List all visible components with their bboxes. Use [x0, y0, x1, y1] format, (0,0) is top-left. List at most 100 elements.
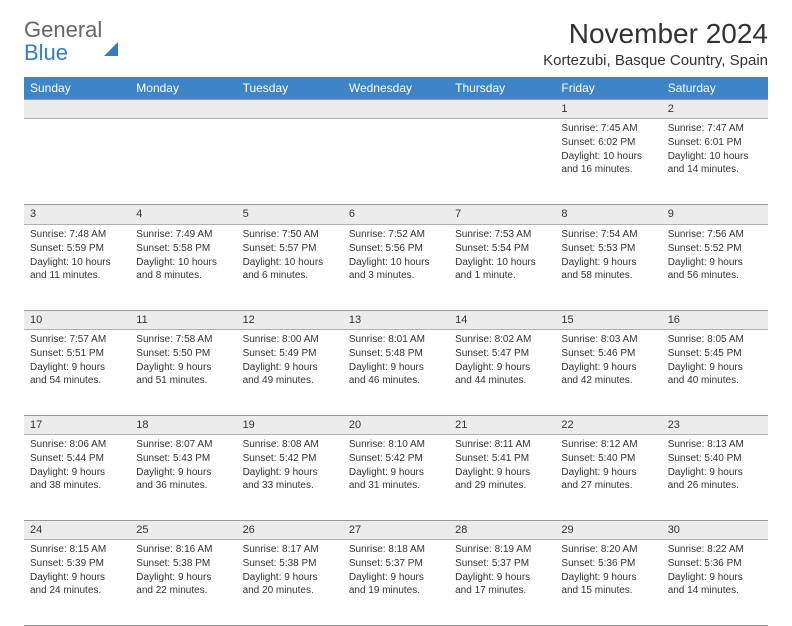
day-cell: Sunrise: 7:54 AMSunset: 5:53 PMDaylight:…	[555, 224, 661, 310]
day-number-cell: 12	[237, 310, 343, 329]
sunset-text: Sunset: 5:56 PM	[349, 242, 443, 255]
sunset-text: Sunset: 5:58 PM	[136, 242, 230, 255]
day-number-cell: 11	[130, 310, 236, 329]
sunset-text: Sunset: 5:54 PM	[455, 242, 549, 255]
daylight-text: Daylight: 9 hours and 17 minutes.	[455, 571, 549, 597]
day-header: Saturday	[662, 77, 768, 100]
day-cell-body: Sunrise: 8:06 AMSunset: 5:44 PMDaylight:…	[24, 435, 130, 497]
daylight-text: Daylight: 9 hours and 36 minutes.	[136, 466, 230, 492]
daylight-text: Daylight: 9 hours and 38 minutes.	[30, 466, 124, 492]
sunrise-text: Sunrise: 7:58 AM	[136, 333, 230, 346]
daylight-text: Daylight: 9 hours and 58 minutes.	[561, 256, 655, 282]
day-content-row: Sunrise: 8:15 AMSunset: 5:39 PM Daylight:…	[24, 540, 768, 626]
daylight-text: Daylight: 10 hours and 1 minute.	[455, 256, 549, 282]
day-cell-body: Sunrise: 8:17 AMSunset: 5:38 PMDaylight:…	[237, 540, 343, 602]
sunset-text: Sunset: 5:39 PM	[30, 557, 124, 570]
day-cell: Sunrise: 7:53 AMSunset: 5:54 PMDaylight:…	[449, 224, 555, 310]
sunset-text: Sunset: 5:57 PM	[243, 242, 337, 255]
day-cell: Sunrise: 8:01 AMSunset: 5:48 PMDaylight:…	[343, 329, 449, 415]
sunset-text: Sunset: 5:40 PM	[668, 452, 762, 465]
day-cell-body: Sunrise: 7:57 AMSunset: 5:51 PMDaylight:…	[24, 330, 130, 392]
calendar-body: 12Sunrise: 7:45 AMSunset: 6:02 PMDayligh…	[24, 100, 768, 626]
day-header: Wednesday	[343, 77, 449, 100]
day-number-cell: 5	[237, 205, 343, 224]
day-number-cell: 25	[130, 521, 236, 540]
day-cell: Sunrise: 8:22 AMSunset: 5:36 PMDaylight:…	[662, 540, 768, 626]
day-cell-body: Sunrise: 7:45 AMSunset: 6:02 PMDaylight:…	[555, 119, 661, 181]
sunrise-text: Sunrise: 8:22 AM	[668, 543, 762, 556]
brand-line1: General	[24, 17, 102, 42]
day-cell-body: Sunrise: 7:54 AMSunset: 5:53 PMDaylight:…	[555, 225, 661, 287]
sunset-text: Sunset: 5:45 PM	[668, 347, 762, 360]
day-cell-body: Sunrise: 8:05 AMSunset: 5:45 PMDaylight:…	[662, 330, 768, 392]
sunset-text: Sunset: 5:37 PM	[455, 557, 549, 570]
day-cell-body: Sunrise: 8:11 AMSunset: 5:41 PMDaylight:…	[449, 435, 555, 497]
day-number-row: 24252627282930	[24, 521, 768, 540]
sunrise-text: Sunrise: 8:17 AM	[243, 543, 337, 556]
sunset-text: Sunset: 5:38 PM	[136, 557, 230, 570]
day-content-row: Sunrise: 8:06 AMSunset: 5:44 PMDaylight:…	[24, 435, 768, 521]
day-cell-body: Sunrise: 8:16 AMSunset: 5:38 PMDaylight:…	[130, 540, 236, 602]
sunset-text: Sunset: 5:50 PM	[136, 347, 230, 360]
day-number-cell: 21	[449, 415, 555, 434]
day-number-cell: 15	[555, 310, 661, 329]
calendar-table: SundayMondayTuesdayWednesdayThursdayFrid…	[24, 77, 768, 626]
day-header: Friday	[555, 77, 661, 100]
sunset-text: Sunset: 5:59 PM	[30, 242, 124, 255]
sunrise-text: Sunrise: 8:13 AM	[668, 438, 762, 451]
day-header: Tuesday	[237, 77, 343, 100]
sunrise-text: Sunrise: 8:10 AM	[349, 438, 443, 451]
triangle-icon	[104, 17, 118, 56]
day-cell: Sunrise: 8:15 AMSunset: 5:39 PMDaylight:…	[24, 540, 130, 626]
day-cell-body: Sunrise: 8:13 AMSunset: 5:40 PMDaylight:…	[662, 435, 768, 497]
sunset-text: Sunset: 5:47 PM	[455, 347, 549, 360]
daylight-text: Daylight: 9 hours and 33 minutes.	[243, 466, 337, 492]
day-cell-body: Sunrise: 8:00 AMSunset: 5:49 PMDaylight:…	[237, 330, 343, 392]
day-cell: Sunrise: 8:18 AMSunset: 5:37 PMDaylight:…	[343, 540, 449, 626]
sunset-text: Sunset: 5:51 PM	[30, 347, 124, 360]
sunrise-text: Sunrise: 8:02 AM	[455, 333, 549, 346]
brand-logo: General Blue	[24, 18, 118, 64]
day-number-row: 3456789	[24, 205, 768, 224]
day-number-cell: 10	[24, 310, 130, 329]
daylight-text: Daylight: 9 hours and 27 minutes.	[561, 466, 655, 492]
sunrise-text: Sunrise: 8:06 AM	[30, 438, 124, 451]
sunrise-text: Sunrise: 8:03 AM	[561, 333, 655, 346]
day-number-cell: 4	[130, 205, 236, 224]
sunrise-text: Sunrise: 7:49 AM	[136, 228, 230, 241]
day-number-cell: 17	[24, 415, 130, 434]
sunset-text: Sunset: 5:40 PM	[561, 452, 655, 465]
day-cell-body: Sunrise: 8:20 AMSunset: 5:36 PMDaylight:…	[555, 540, 661, 602]
day-cell	[130, 119, 236, 205]
day-number-cell: 27	[343, 521, 449, 540]
sunset-text: Sunset: 5:37 PM	[349, 557, 443, 570]
sunrise-text: Sunrise: 7:52 AM	[349, 228, 443, 241]
day-cell-body: Sunrise: 7:56 AMSunset: 5:52 PMDaylight:…	[662, 225, 768, 287]
day-cell	[237, 119, 343, 205]
day-cell-body: Sunrise: 8:12 AMSunset: 5:40 PMDaylight:…	[555, 435, 661, 497]
day-number-cell: 22	[555, 415, 661, 434]
day-cell-body: Sunrise: 7:47 AMSunset: 6:01 PMDaylight:…	[662, 119, 768, 181]
day-number-cell: 19	[237, 415, 343, 434]
day-header-row: SundayMondayTuesdayWednesdayThursdayFrid…	[24, 77, 768, 100]
sunrise-text: Sunrise: 8:19 AM	[455, 543, 549, 556]
day-cell-body: Sunrise: 8:02 AMSunset: 5:47 PMDaylight:…	[449, 330, 555, 392]
day-number-cell: 2	[662, 100, 768, 119]
sunrise-text: Sunrise: 8:07 AM	[136, 438, 230, 451]
sunrise-text: Sunrise: 8:15 AM	[30, 543, 124, 556]
brand-text: General Blue	[24, 18, 118, 64]
sunset-text: Sunset: 5:36 PM	[668, 557, 762, 570]
day-cell	[343, 119, 449, 205]
day-cell: Sunrise: 7:52 AMSunset: 5:56 PMDaylight:…	[343, 224, 449, 310]
day-number-cell: 1	[555, 100, 661, 119]
day-cell: Sunrise: 7:45 AMSunset: 6:02 PMDaylight:…	[555, 119, 661, 205]
day-number-cell	[343, 100, 449, 119]
day-content-row: Sunrise: 7:57 AMSunset: 5:51 PMDaylight:…	[24, 329, 768, 415]
sunrise-text: Sunrise: 7:45 AM	[561, 122, 655, 135]
day-header: Sunday	[24, 77, 130, 100]
daylight-text: Daylight: 10 hours and 8 minutes.	[136, 256, 230, 282]
sunset-text: Sunset: 5:48 PM	[349, 347, 443, 360]
day-cell-body: Sunrise: 8:18 AMSunset: 5:37 PMDaylight:…	[343, 540, 449, 602]
day-cell: Sunrise: 8:05 AMSunset: 5:45 PMDaylight:…	[662, 329, 768, 415]
day-cell-body: Sunrise: 7:50 AMSunset: 5:57 PMDaylight:…	[237, 225, 343, 287]
